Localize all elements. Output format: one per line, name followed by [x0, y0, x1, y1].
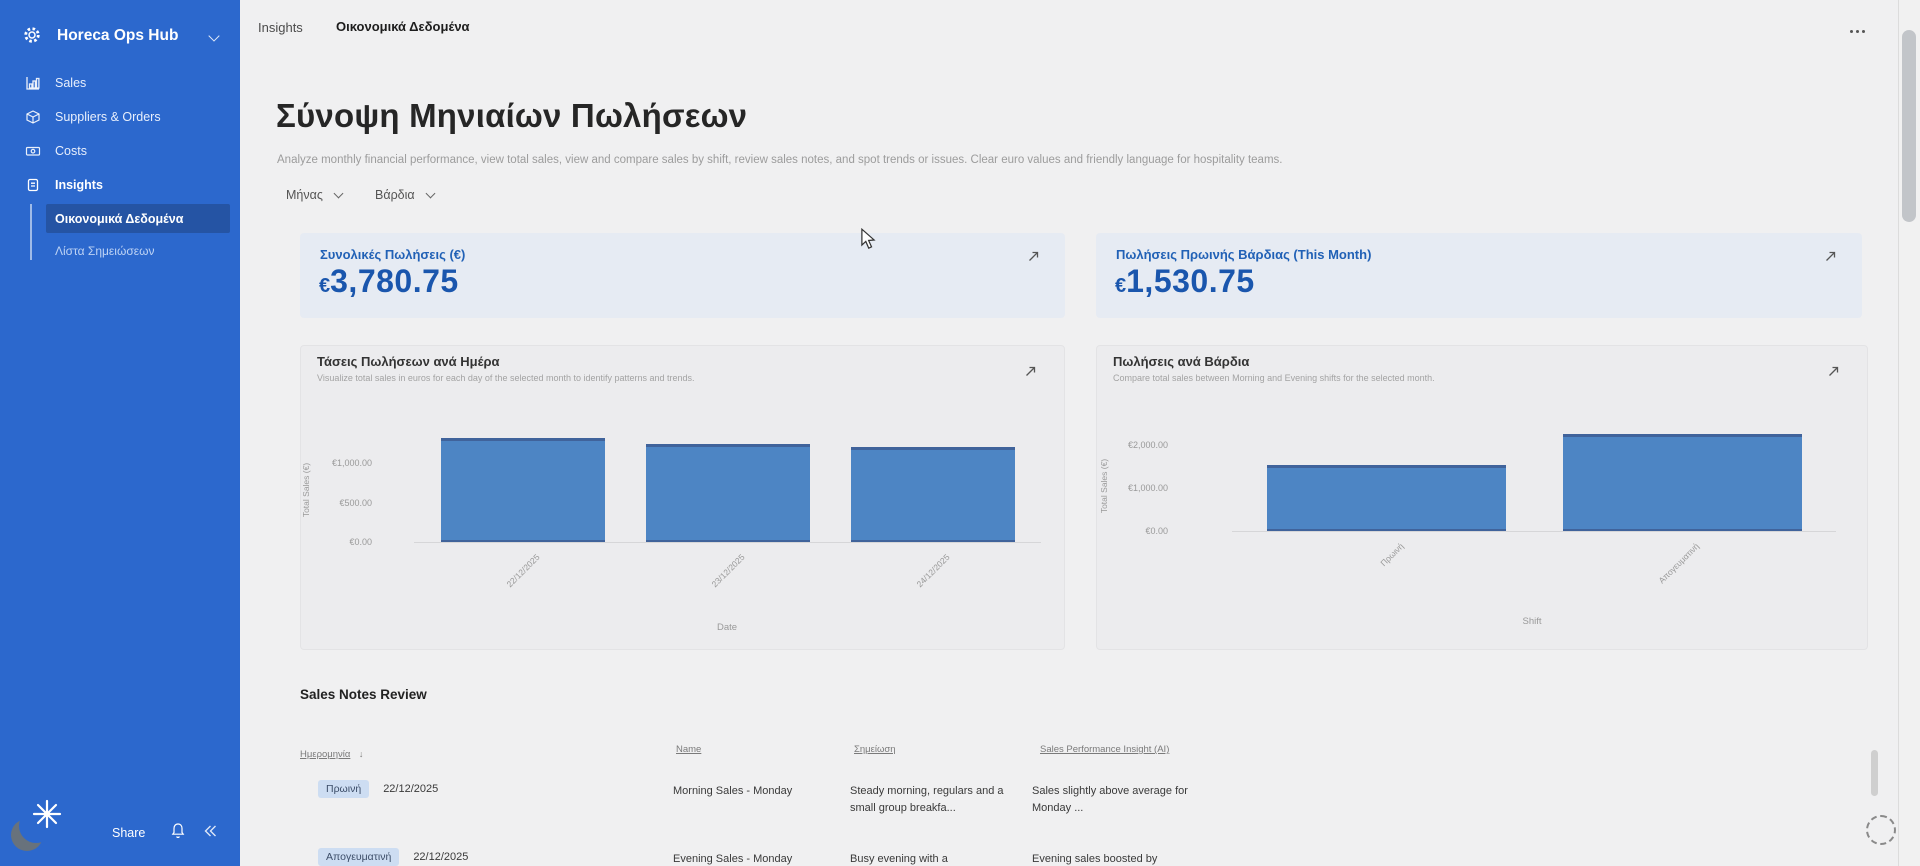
kpi-title: Πωλήσεις Πρωινής Βάρδιας (This Month) — [1116, 247, 1372, 262]
chart-subtitle: Visualize total sales in euros for each … — [317, 373, 695, 383]
sidebar-item-sales[interactable]: Sales — [0, 69, 240, 97]
sidebar-item-label: Suppliers & Orders — [55, 110, 161, 124]
filter-label: Βάρδια — [375, 188, 415, 202]
x-axis-line — [414, 542, 1041, 543]
vertical-scrollbar-thumb[interactable] — [1902, 30, 1916, 222]
row-name: Morning Sales - Monday — [673, 785, 793, 797]
row-note: Steady morning, regulars and a small gro… — [850, 785, 1004, 814]
filter-shift-dropdown[interactable]: Βάρδια — [375, 188, 436, 202]
row-date: 22/12/2025 — [413, 850, 469, 863]
tab-insights[interactable]: Insights — [258, 20, 303, 35]
sidebar-subitem-label: Λίστα Σημειώσεων — [55, 244, 155, 258]
mouse-cursor — [860, 228, 876, 250]
sidebar: Horeca Ops Hub Sales Suppliers & Orders — [0, 0, 240, 866]
y-tick-label: €0.00 — [349, 537, 372, 547]
sidebar-item-costs[interactable]: Costs — [0, 137, 240, 165]
sidebar-item-label: Costs — [55, 144, 87, 158]
expand-icon[interactable] — [1826, 364, 1841, 379]
sidebar-subitem-financial-data[interactable]: Οικονομικά Δεδομένα — [46, 204, 230, 233]
sidebar-subitem-label: Οικονομικά Δεδομένα — [55, 211, 184, 226]
spinner-snowflake-icon — [30, 797, 64, 831]
kpi-value: €3,780.75 — [319, 263, 459, 299]
filter-label: Μήνας — [286, 188, 323, 202]
row-name: Evening Sales - Monday — [673, 853, 793, 865]
y-tick-label: €1,000.00 — [331, 458, 372, 469]
shift-badge: Πρωινή — [318, 780, 370, 798]
column-header-insight[interactable]: Sales Performance Insight (AI) — [1040, 744, 1170, 755]
expand-icon[interactable] — [1026, 249, 1041, 264]
page-title: Σύνοψη Μηνιαίων Πωλήσεων — [276, 97, 748, 134]
row-date: 22/12/2025 — [383, 782, 439, 795]
kpi-title: Συνολικές Πωλήσεις (€) — [320, 247, 466, 262]
tab-financial-data[interactable]: Οικονομικά Δεδομένα — [336, 19, 470, 34]
more-options-icon[interactable] — [1850, 30, 1865, 33]
row-note: Busy evening with a — [850, 853, 948, 865]
y-tick-label: €2,000.00 — [1127, 439, 1168, 450]
x-axis-line — [1232, 531, 1836, 532]
app-gear-icon[interactable] — [23, 26, 41, 44]
sidebar-item-suppliers-orders[interactable]: Suppliers & Orders — [0, 103, 240, 131]
chart-title: Πωλήσεις ανά Βάρδια — [1113, 354, 1250, 369]
insights-doc-icon — [25, 177, 41, 193]
nav-tree-line — [30, 204, 32, 260]
x-axis-title: Shift — [1522, 616, 1542, 627]
y-tick-label: €1,000.00 — [1127, 482, 1168, 493]
sidebar-item-label: Insights — [55, 178, 103, 192]
y-tick-label: €500.00 — [339, 497, 372, 508]
column-header-note[interactable]: Σημείωση — [854, 744, 896, 755]
chevron-down-icon — [333, 188, 344, 199]
y-axis-title: Total Sales (€) — [301, 462, 311, 518]
bar-24/12/2025[interactable] — [850, 447, 1015, 542]
app-chevron-down-icon[interactable] — [208, 30, 220, 42]
column-header-name[interactable]: Name — [676, 744, 702, 755]
chart-subtitle: Compare total sales between Morning and … — [1113, 373, 1435, 383]
click-target-dashed-circle — [1866, 815, 1896, 845]
filter-month-dropdown[interactable]: Μήνας — [286, 188, 344, 202]
package-icon — [25, 109, 41, 125]
kpi-value: €1,530.75 — [1115, 263, 1255, 299]
sort-descending-icon: ↓ — [358, 749, 364, 759]
column-header-date[interactable]: Ημερομηνία ↓ — [300, 749, 364, 760]
expand-icon[interactable] — [1023, 364, 1038, 379]
share-button[interactable]: Share — [112, 826, 146, 840]
app-title[interactable]: Horeca Ops Hub — [57, 27, 179, 44]
money-icon — [25, 143, 41, 159]
sidebar-item-label: Sales — [55, 76, 87, 90]
bar-22/12/2025[interactable] — [440, 438, 605, 542]
sidebar-subitem-notes-list[interactable]: Λίστα Σημειώσεων — [0, 238, 240, 264]
row-insight: Evening sales boosted by — [1032, 853, 1158, 865]
inner-scrollbar-thumb[interactable] — [1871, 750, 1878, 796]
bar-Πρωινή[interactable] — [1266, 465, 1506, 531]
bar-Απογευματινή[interactable] — [1562, 434, 1802, 531]
chart-title: Τάσεις Πωλήσεων ανά Ημέρα — [317, 354, 500, 369]
expand-icon[interactable] — [1823, 249, 1838, 264]
page-subtitle: Analyze monthly financial performance, v… — [277, 154, 1283, 166]
y-tick-label: €0.00 — [1145, 526, 1168, 536]
notes-section-title: Sales Notes Review — [300, 687, 427, 702]
shift-badge: Απογευματινή — [318, 848, 400, 866]
sales-chart-icon — [25, 75, 41, 91]
collapse-double-chevron-icon[interactable] — [202, 824, 218, 838]
row-insight: Sales slightly above average for Monday … — [1032, 785, 1188, 814]
bar-23/12/2025[interactable] — [645, 444, 810, 542]
kpi-card-total-sales: Συνολικές Πωλήσεις (€) €3,780.75 — [300, 233, 1065, 318]
kpi-card-morning-shift-sales: Πωλήσεις Πρωινής Βάρδιας (This Month) €1… — [1096, 233, 1862, 318]
sidebar-item-insights[interactable]: Insights — [0, 171, 240, 199]
chevron-down-icon — [425, 188, 436, 199]
notifications-bell-icon[interactable] — [170, 822, 186, 840]
x-axis-title: Date — [716, 622, 738, 633]
